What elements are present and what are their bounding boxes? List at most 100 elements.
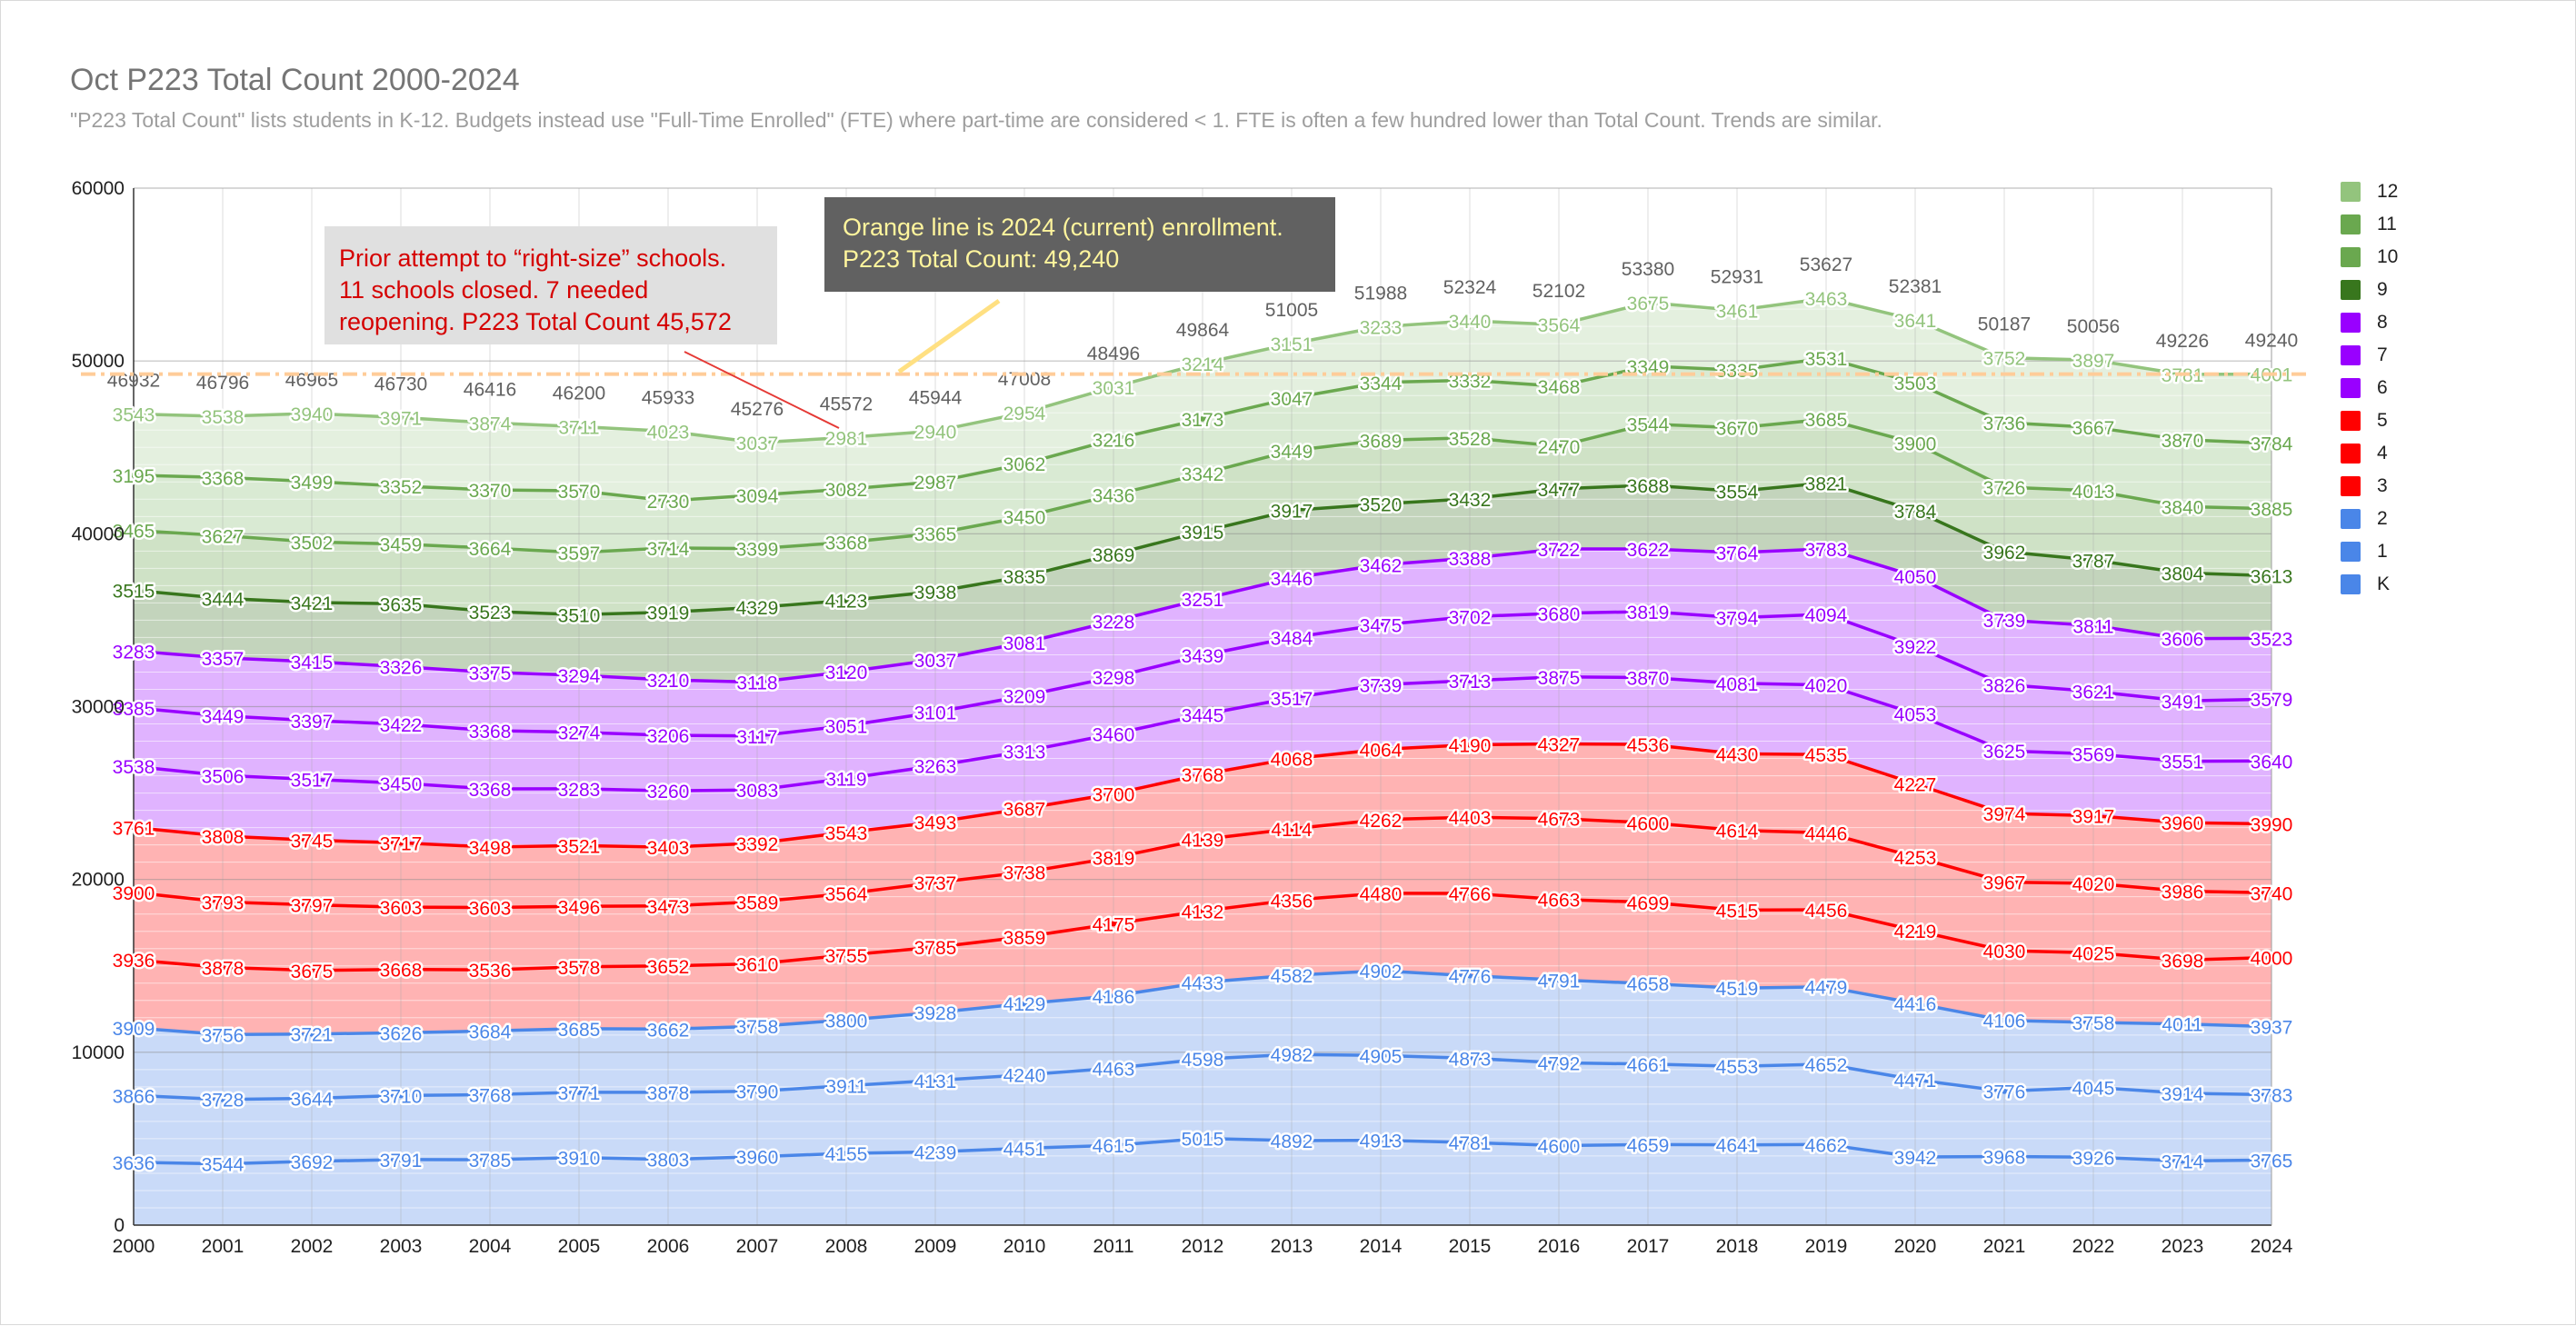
data-label-3-2015: 4766 xyxy=(1449,884,1492,905)
data-label-2-2006: 3662 xyxy=(647,1020,690,1041)
data-label-1-2000: 3866 xyxy=(113,1086,155,1107)
point-10-2005 xyxy=(576,549,582,555)
point-11-2002 xyxy=(309,478,315,484)
point-5-2001 xyxy=(220,832,225,839)
point-5-2008 xyxy=(844,829,849,835)
area-fill-4 xyxy=(134,817,2271,971)
data-label-8-2006: 3210 xyxy=(647,671,690,692)
callout-right-size-line-2: 11 schools closed. 7 needed xyxy=(339,276,649,304)
data-label-10-2014: 3689 xyxy=(1360,431,1403,452)
legend-item-12: 12 xyxy=(2341,175,2398,208)
data-label-8-2003: 3326 xyxy=(380,658,423,679)
data-label-2-2007: 3758 xyxy=(736,1017,779,1038)
point-8-2021 xyxy=(2002,617,2007,623)
point-3-2001 xyxy=(220,964,225,971)
data-label-11-2022: 3667 xyxy=(2072,418,2115,439)
data-label-K-2002: 3692 xyxy=(291,1152,334,1173)
data-label-5-2014: 4064 xyxy=(1360,741,1403,762)
data-label-1-2019: 4652 xyxy=(1805,1055,1848,1076)
data-label-2-2009: 3928 xyxy=(914,1003,957,1024)
data-label-7-2010: 3209 xyxy=(1003,687,1046,708)
data-label-8-2023: 3606 xyxy=(2162,630,2204,651)
data-label-7-2006: 3206 xyxy=(647,726,690,747)
x-tick-2011: 2011 xyxy=(1093,1236,1133,1257)
legend-swatch-K xyxy=(2341,574,2361,594)
point-2-2018 xyxy=(1734,985,1740,992)
data-label-8-2017: 3622 xyxy=(1627,540,1670,561)
point-4-2007 xyxy=(754,899,760,905)
x-tick-2000: 2000 xyxy=(113,1236,155,1257)
point-11-2014 xyxy=(1378,379,1383,385)
data-label-9-2024: 3613 xyxy=(2251,567,2293,588)
data-label-2-2021: 4106 xyxy=(1983,1012,2026,1032)
data-label-6-2023: 3551 xyxy=(2162,753,2204,773)
point-11-2006 xyxy=(665,498,671,504)
data-label-10-2023: 3840 xyxy=(2162,497,2204,518)
data-label-9-2021: 3962 xyxy=(1983,543,2026,563)
data-label-4-2016: 4673 xyxy=(1538,810,1581,831)
point-11-2022 xyxy=(2091,424,2096,431)
point-5-2018 xyxy=(1734,751,1740,757)
data-label-6-2020: 4053 xyxy=(1894,704,1937,725)
data-label-8-2014: 3462 xyxy=(1360,556,1403,577)
data-label-6-2016: 3875 xyxy=(1538,668,1581,689)
point-1-2013 xyxy=(1289,1052,1294,1058)
point-4-2004 xyxy=(487,904,493,911)
data-label-8-2010: 3081 xyxy=(1003,633,1046,654)
point-5-2014 xyxy=(1378,746,1383,753)
point-12-2015 xyxy=(1467,317,1473,324)
data-label-2-2003: 3626 xyxy=(380,1023,423,1044)
point-4-2002 xyxy=(309,902,315,908)
point-5-2019 xyxy=(1823,752,1829,758)
x-tick-2006: 2006 xyxy=(647,1236,690,1257)
point-6-2022 xyxy=(2091,751,2096,757)
data-label-6-2014: 3739 xyxy=(1360,675,1403,696)
data-label-K-2024: 3765 xyxy=(2251,1151,2293,1171)
point-10-2010 xyxy=(1022,513,1027,520)
data-label-12-2018: 3461 xyxy=(1716,301,1759,322)
point-1-2018 xyxy=(1734,1063,1740,1070)
y-tick-50000: 50000 xyxy=(72,351,125,372)
point-4-2024 xyxy=(2269,890,2274,896)
point-11-2024 xyxy=(2269,440,2274,446)
legend-label-5: 5 xyxy=(2377,410,2388,431)
x-tick-2001: 2001 xyxy=(202,1236,245,1257)
legend-swatch-7 xyxy=(2341,345,2361,365)
data-label-8-2011: 3228 xyxy=(1093,612,1135,633)
point-9-2007 xyxy=(754,604,760,611)
data-label-9-2012: 3915 xyxy=(1182,523,1224,543)
point-8-2024 xyxy=(2269,635,2274,642)
area-fill-9 xyxy=(134,483,2271,683)
point-6-2010 xyxy=(1022,748,1027,754)
point-5-2010 xyxy=(1022,805,1027,812)
point-9-2001 xyxy=(220,595,225,602)
point-12-2016 xyxy=(1556,322,1562,328)
point-6-2011 xyxy=(1111,731,1116,737)
point-10-2009 xyxy=(933,531,938,537)
point-5-2013 xyxy=(1289,755,1294,762)
legend-label-8: 8 xyxy=(2377,312,2388,333)
point-4-2013 xyxy=(1289,826,1294,832)
total-label-2006: 45933 xyxy=(642,388,694,409)
point-4-2017 xyxy=(1645,820,1651,826)
point-2-2002 xyxy=(309,1031,315,1037)
legend-label-1: 1 xyxy=(2377,541,2388,562)
legend-item-6: 6 xyxy=(2341,372,2398,404)
point-11-2019 xyxy=(1823,355,1829,362)
data-label-12-2000: 3543 xyxy=(113,405,155,426)
point-12-2012 xyxy=(1200,360,1205,366)
point-K-2010 xyxy=(1022,1145,1027,1152)
point-12-2008 xyxy=(844,434,849,441)
point-6-2013 xyxy=(1289,694,1294,701)
data-label-6-2006: 3260 xyxy=(647,782,690,803)
point-K-2018 xyxy=(1734,1142,1740,1148)
data-label-5-2012: 3768 xyxy=(1182,765,1224,786)
point-3-2019 xyxy=(1823,906,1829,912)
point-1-2002 xyxy=(309,1095,315,1102)
point-1-2009 xyxy=(933,1077,938,1083)
data-label-11-2014: 3344 xyxy=(1360,374,1403,394)
total-labels: 46932 46796 46965 46730 46416 46200 4593345276… xyxy=(107,254,2298,420)
point-11-2008 xyxy=(844,486,849,493)
series-8: 3283 3357 3415 3326 3375 3294 3210 3118 3120 3037… xyxy=(110,537,2295,696)
data-label-6-2018: 4081 xyxy=(1716,674,1759,695)
